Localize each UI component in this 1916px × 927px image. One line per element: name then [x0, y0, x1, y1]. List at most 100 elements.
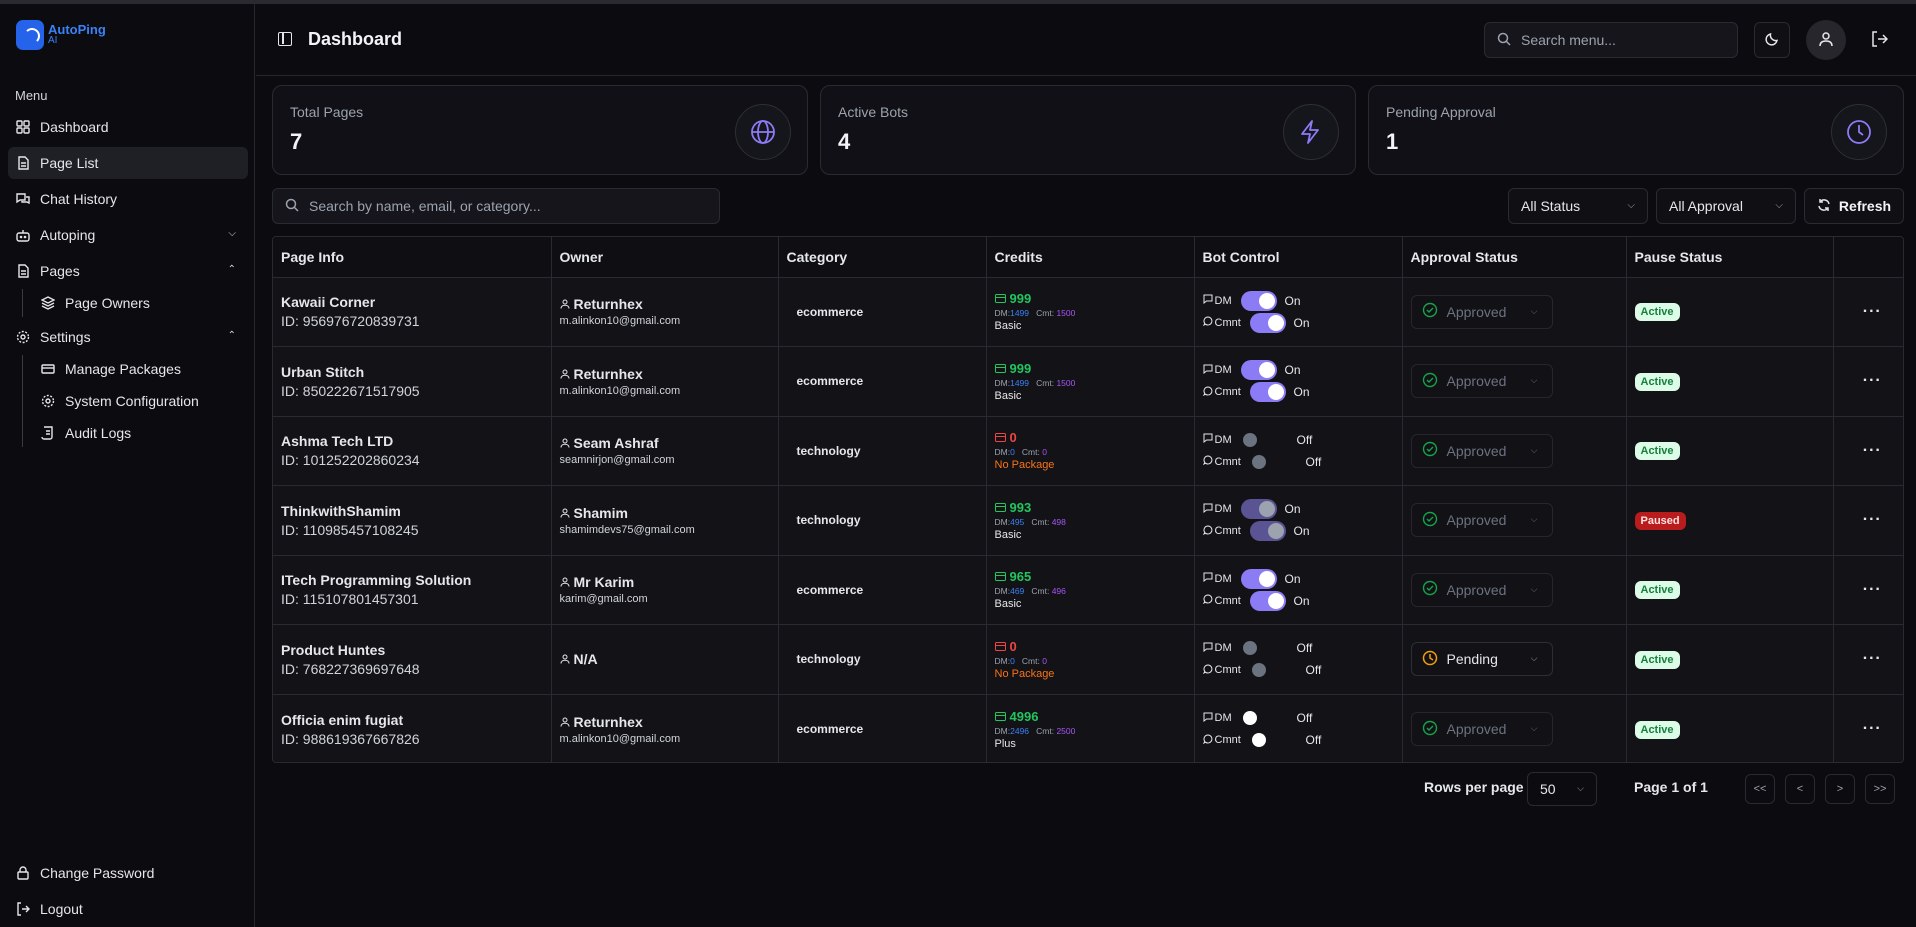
menu-search-input[interactable]	[1521, 32, 1721, 48]
approval-select[interactable]: Approved ⌵	[1410, 712, 1553, 746]
credits-cell: 0 DM:0 Cmt: 0 No Package	[986, 624, 1195, 695]
approval-cell: Approved ⌵	[1402, 555, 1627, 625]
more-actions-icon[interactable]: ···	[1862, 372, 1882, 390]
menu-search[interactable]	[1484, 22, 1738, 58]
sidebar-item-page-owners[interactable]: Page Owners	[33, 289, 248, 317]
dm-toggle[interactable]	[1240, 360, 1277, 381]
rows-per-page-select[interactable]: 50 ⌵	[1527, 772, 1597, 806]
approval-select[interactable]: Pending ⌵	[1410, 642, 1553, 677]
dm-toggle[interactable]	[1240, 290, 1277, 311]
dm-credit-value: 1499	[1010, 377, 1030, 388]
column-header[interactable]: Pause Status	[1626, 237, 1834, 278]
sidebar-item-manage-packages[interactable]: Manage Packages	[33, 355, 248, 383]
comment-toggle[interactable]	[1249, 590, 1286, 611]
more-actions-icon[interactable]: ···	[1862, 302, 1882, 320]
comment-toggle[interactable]	[1250, 730, 1286, 750]
column-header[interactable]: Approval Status	[1402, 237, 1627, 278]
approval-select[interactable]: Approved ⌵	[1410, 294, 1553, 329]
table-row[interactable]: Urban Stitch ID: 850222671517905 Returnhex…	[273, 346, 1903, 417]
approval-select[interactable]: Approved ⌵	[1410, 572, 1553, 607]
more-actions-icon[interactable]: ···	[1862, 650, 1882, 668]
owner-email: m.alinkon10@gmail.com	[559, 384, 681, 397]
page-name: Officia enim fugiat	[281, 711, 404, 728]
comment-toggle[interactable]	[1249, 521, 1286, 542]
status-filter-select[interactable]: All Status ⌵	[1508, 188, 1648, 224]
dm-toggle-label: DM	[1214, 294, 1232, 307]
prev-page-button[interactable]: <	[1785, 774, 1815, 804]
user-icon	[560, 505, 570, 521]
approval-select[interactable]: Approved ⌵	[1410, 503, 1553, 538]
table-row[interactable]: Ashma Tech LTD ID: 101252202860234 Seam As…	[273, 416, 1903, 486]
dm-credit-label: DM:	[994, 447, 1011, 458]
column-header[interactable]: Owner	[551, 237, 779, 278]
search-icon	[1497, 32, 1511, 49]
header-logout-button[interactable]	[1870, 30, 1889, 51]
dm-state: On	[1284, 502, 1301, 517]
owner-name: Returnhex	[573, 365, 643, 382]
last-page-button[interactable]: >>	[1865, 774, 1895, 804]
dm-toggle[interactable]	[1241, 430, 1277, 450]
table-row[interactable]: ThinkwithShamim ID: 110985457108245 Shamim…	[273, 485, 1903, 556]
sidebar-item-autoping[interactable]: Autoping ⌵	[8, 219, 248, 251]
package-name: Basic	[994, 598, 1022, 611]
check-circle-icon	[1422, 580, 1438, 599]
first-page-button[interactable]: <<	[1745, 774, 1775, 804]
chevron-down-icon: ⌵	[1530, 653, 1538, 664]
theme-toggle-button[interactable]	[1754, 22, 1790, 58]
more-actions-icon[interactable]: ···	[1862, 511, 1882, 529]
dm-toggle[interactable]	[1240, 568, 1277, 589]
refresh-button[interactable]: Refresh	[1804, 188, 1904, 224]
sidebar-item-audit-logs[interactable]: Audit Logs	[33, 419, 248, 447]
table-row[interactable]: Kawaii Corner ID: 956976720839731 Returnhe…	[273, 277, 1903, 347]
dm-toggle[interactable]	[1240, 499, 1277, 520]
user-icon	[560, 435, 570, 451]
table-row[interactable]: ITech Programming Solution ID: 1151078014…	[273, 555, 1903, 625]
comment-toggle[interactable]	[1249, 382, 1286, 403]
cmt-credit-value: 0	[1042, 655, 1047, 666]
sidebar-item-label: Page Owners	[65, 295, 150, 311]
dm-toggle[interactable]	[1241, 638, 1277, 658]
table-row[interactable]: Product Huntes ID: 768227369697648 N/A tech…	[273, 624, 1903, 695]
sidebar-item-change-password[interactable]: Change Password	[8, 857, 248, 889]
sidebar-item-label: Audit Logs	[65, 425, 132, 441]
next-page-button[interactable]: >	[1825, 774, 1855, 804]
sidebar-item-dashboard[interactable]: Dashboard	[8, 111, 248, 143]
user-avatar-button[interactable]	[1806, 20, 1846, 60]
actions-cell: ···	[1833, 555, 1903, 625]
more-actions-icon[interactable]: ···	[1862, 720, 1882, 737]
more-actions-icon[interactable]: ···	[1862, 441, 1882, 459]
dm-toggle[interactable]	[1241, 708, 1277, 728]
sidebar-item-chat-history[interactable]: Chat History	[8, 183, 248, 215]
column-header[interactable]: Credits	[986, 237, 1195, 278]
approval-filter-select[interactable]: All Approval ⌵	[1656, 188, 1796, 224]
stat-label: Pending Approval	[1386, 104, 1496, 120]
comment-icon	[1202, 316, 1213, 329]
comment-toggle[interactable]	[1249, 312, 1286, 333]
credit-card-icon	[994, 639, 1006, 654]
page-search-input[interactable]	[309, 198, 709, 214]
comment-toggle[interactable]	[1250, 452, 1286, 472]
column-header[interactable]: Bot Control	[1194, 237, 1403, 278]
settings-submenu: Manage Packages System Configuration Aud…	[22, 355, 248, 447]
category-label: ecommerce	[796, 582, 864, 597]
cmnt-toggle-label: Cmnt	[1214, 664, 1241, 677]
more-actions-icon[interactable]: ···	[1862, 580, 1882, 598]
sidebar-toggle-icon[interactable]	[278, 32, 292, 46]
comment-toggle[interactable]	[1250, 660, 1286, 680]
sidebar-item-system-configuration[interactable]: System Configuration	[33, 387, 248, 415]
column-header[interactable]: Page Info	[273, 237, 552, 278]
table-row[interactable]: Officia enim fugiat ID: 988619367667826 Re…	[273, 694, 1903, 762]
approval-select[interactable]: Approved ⌵	[1410, 433, 1553, 468]
sidebar-item-settings[interactable]: Settings ⌃	[8, 321, 248, 353]
dm-state: On	[1284, 571, 1301, 586]
column-header[interactable]: Category	[778, 237, 987, 278]
cmnt-toggle-label: Cmnt	[1214, 525, 1241, 538]
sidebar-item-pages[interactable]: Pages ⌃	[8, 255, 248, 287]
comment-state: On	[1293, 385, 1310, 400]
page-search[interactable]	[272, 188, 720, 224]
sidebar-item-logout[interactable]: Logout	[8, 893, 248, 925]
app-logo[interactable]: AutoPing AI	[16, 20, 106, 50]
sidebar-item-page-list[interactable]: Page List	[8, 147, 248, 179]
approval-select[interactable]: Approved ⌵	[1410, 364, 1553, 399]
chevron-down-icon: ⌵	[1530, 375, 1538, 386]
